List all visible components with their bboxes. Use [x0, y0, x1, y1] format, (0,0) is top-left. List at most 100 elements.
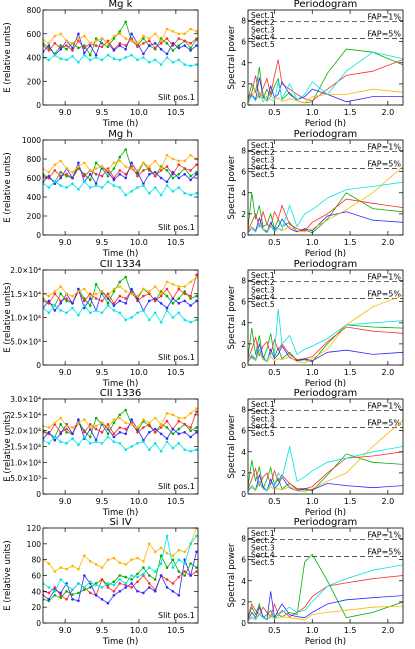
data-point [153, 174, 157, 178]
data-point [142, 418, 145, 421]
data-point [189, 304, 192, 307]
series-line [248, 324, 403, 363]
data-point [59, 432, 62, 436]
data-point [112, 580, 116, 584]
legend-label: Sect.1 [251, 400, 275, 409]
data-point [124, 290, 127, 293]
data-point [165, 37, 169, 40]
x-tick-label: 9.0 [59, 497, 72, 506]
y-tick-label: 4 [241, 189, 246, 198]
data-point [159, 176, 163, 180]
x-tick-label: 9.5 [96, 368, 109, 377]
x-tick-label: 1.0 [306, 108, 319, 117]
slit-position-label: Slit pos.1 [158, 353, 195, 362]
data-point [47, 442, 51, 445]
data-point [53, 53, 57, 57]
plot-frame [247, 269, 404, 366]
y-tick-label: 800 [27, 155, 42, 164]
data-point [124, 165, 127, 168]
data-point [59, 440, 62, 444]
data-point [106, 302, 110, 305]
data-point [153, 171, 157, 174]
data-point [100, 598, 104, 601]
data-point [165, 566, 169, 569]
data-point [124, 575, 127, 579]
legend-label: Sect.5 [251, 558, 275, 567]
time-series-panel: CII 1334 9.0 9.5 10.0 10.5 0 5.0×10³ 1.0×10⁴ 1.5… [3, 259, 199, 389]
slit-position-label: Slit pos.1 [158, 611, 195, 620]
data-point [106, 180, 110, 184]
data-point [94, 309, 98, 312]
legend-label: Sect.5 [251, 429, 275, 438]
data-point [171, 590, 175, 593]
data-point [165, 52, 169, 56]
data-point [88, 294, 92, 298]
data-point [148, 542, 151, 546]
data-point [136, 556, 139, 560]
x-tick-label: 10.5 [167, 626, 185, 635]
y-tick-label: 6 [241, 38, 246, 47]
x-tick-label: 0.5 [268, 626, 281, 635]
y-tick-label: 0 [241, 231, 246, 240]
data-point [189, 297, 192, 300]
data-point [53, 304, 57, 307]
data-point [153, 550, 157, 554]
data-point [65, 174, 68, 178]
data-point [189, 46, 192, 50]
data-point [47, 591, 51, 595]
data-point [100, 566, 104, 569]
data-point [112, 290, 116, 293]
data-point [118, 590, 122, 593]
data-point [47, 171, 51, 174]
data-point [159, 47, 163, 51]
series-line [248, 326, 403, 361]
data-point [112, 287, 116, 291]
data-point [189, 429, 192, 433]
data-point [71, 46, 74, 50]
x-axis-label: Period (h) [305, 379, 346, 389]
data-point [153, 186, 157, 189]
data-point [53, 290, 57, 293]
data-point [183, 285, 186, 288]
data-point [195, 407, 198, 410]
y-tick-label: 1.0×10⁴ [10, 458, 41, 467]
y-tick-label: 400 [27, 54, 42, 63]
data-point [106, 292, 110, 296]
data-point [100, 586, 104, 589]
data-point [171, 432, 175, 436]
data-point [183, 550, 186, 554]
data-point [148, 586, 151, 589]
data-point [71, 588, 74, 592]
data-point [94, 184, 98, 187]
data-point [59, 171, 62, 174]
data-point [59, 57, 62, 60]
data-point [171, 42, 175, 45]
data-point [53, 309, 57, 312]
x-axis-label: Period (h) [305, 508, 346, 518]
y-axis-label: Spectral power [227, 414, 237, 479]
data-point [77, 37, 80, 40]
data-point [148, 292, 151, 296]
data-point [94, 292, 98, 296]
data-point [189, 178, 192, 182]
y-tick-label: 40 [31, 587, 41, 596]
data-point [47, 598, 51, 601]
data-point [148, 574, 151, 577]
x-axis-label: Period (h) [305, 637, 346, 647]
data-point [165, 426, 169, 429]
data-point [165, 280, 169, 284]
data-point [177, 594, 181, 597]
data-point [94, 583, 98, 587]
data-point [177, 297, 181, 300]
data-point [88, 435, 92, 439]
data-point [177, 172, 181, 176]
data-point [112, 556, 116, 560]
data-point [71, 306, 74, 310]
data-point [189, 174, 192, 178]
data-point [59, 416, 62, 420]
slit-position-label: Slit pos.1 [158, 482, 195, 491]
plot-frame [42, 269, 199, 366]
panel-title: Si IV [109, 517, 131, 528]
series-line [248, 51, 403, 104]
data-point [136, 580, 139, 584]
